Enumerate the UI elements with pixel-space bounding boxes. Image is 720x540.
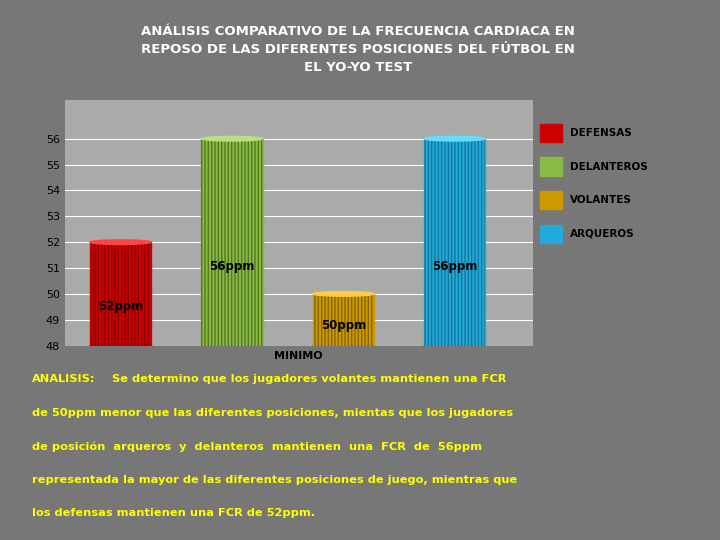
Text: ANALISIS:: ANALISIS: bbox=[32, 375, 95, 384]
Bar bbox=[202, 139, 263, 346]
Text: ARQUEROS: ARQUEROS bbox=[570, 229, 634, 239]
Text: representada la mayor de las diferentes posiciones de juego, mientras que: representada la mayor de las diferentes … bbox=[32, 475, 517, 485]
Text: 50ppm: 50ppm bbox=[320, 320, 366, 333]
Ellipse shape bbox=[202, 343, 263, 348]
Ellipse shape bbox=[202, 137, 263, 141]
Bar bbox=[424, 139, 485, 346]
Ellipse shape bbox=[90, 343, 151, 348]
X-axis label: MINIMO: MINIMO bbox=[274, 351, 323, 361]
Bar bbox=[540, 158, 562, 176]
Text: 56ppm: 56ppm bbox=[210, 260, 255, 273]
Text: VOLANTES: VOLANTES bbox=[570, 195, 631, 205]
Bar bbox=[90, 242, 151, 346]
Ellipse shape bbox=[424, 137, 485, 141]
Ellipse shape bbox=[312, 292, 374, 296]
Text: DEFENSAS: DEFENSAS bbox=[570, 128, 631, 138]
Text: los defensas mantienen una FCR de 52ppm.: los defensas mantienen una FCR de 52ppm. bbox=[32, 508, 315, 518]
Bar bbox=[424, 139, 485, 346]
Text: 56ppm: 56ppm bbox=[432, 260, 477, 273]
Ellipse shape bbox=[424, 343, 485, 348]
Text: de 50ppm menor que las diferentes posiciones, mientas que los jugadores: de 50ppm menor que las diferentes posici… bbox=[32, 408, 513, 418]
Bar bbox=[90, 242, 151, 346]
Text: 52ppm: 52ppm bbox=[98, 300, 143, 313]
Text: DELANTEROS: DELANTEROS bbox=[570, 161, 647, 172]
Bar bbox=[312, 294, 374, 346]
Bar bbox=[540, 124, 562, 142]
Text: Se determino que los jugadores volantes mantienen una FCR: Se determino que los jugadores volantes … bbox=[108, 375, 506, 384]
Text: ANÁLISIS COMPARATIVO DE LA FRECUENCIA CARDIACA EN
REPOSO DE LAS DIFERENTES POSIC: ANÁLISIS COMPARATIVO DE LA FRECUENCIA CA… bbox=[141, 25, 575, 75]
Bar bbox=[202, 139, 263, 346]
Ellipse shape bbox=[312, 343, 374, 348]
Bar bbox=[540, 225, 562, 243]
Bar bbox=[540, 191, 562, 210]
Text: de posición  arqueros  y  delanteros  mantienen  una  FCR  de  56ppm: de posición arqueros y delanteros mantie… bbox=[32, 441, 482, 452]
Bar bbox=[312, 294, 374, 346]
Ellipse shape bbox=[90, 240, 151, 245]
